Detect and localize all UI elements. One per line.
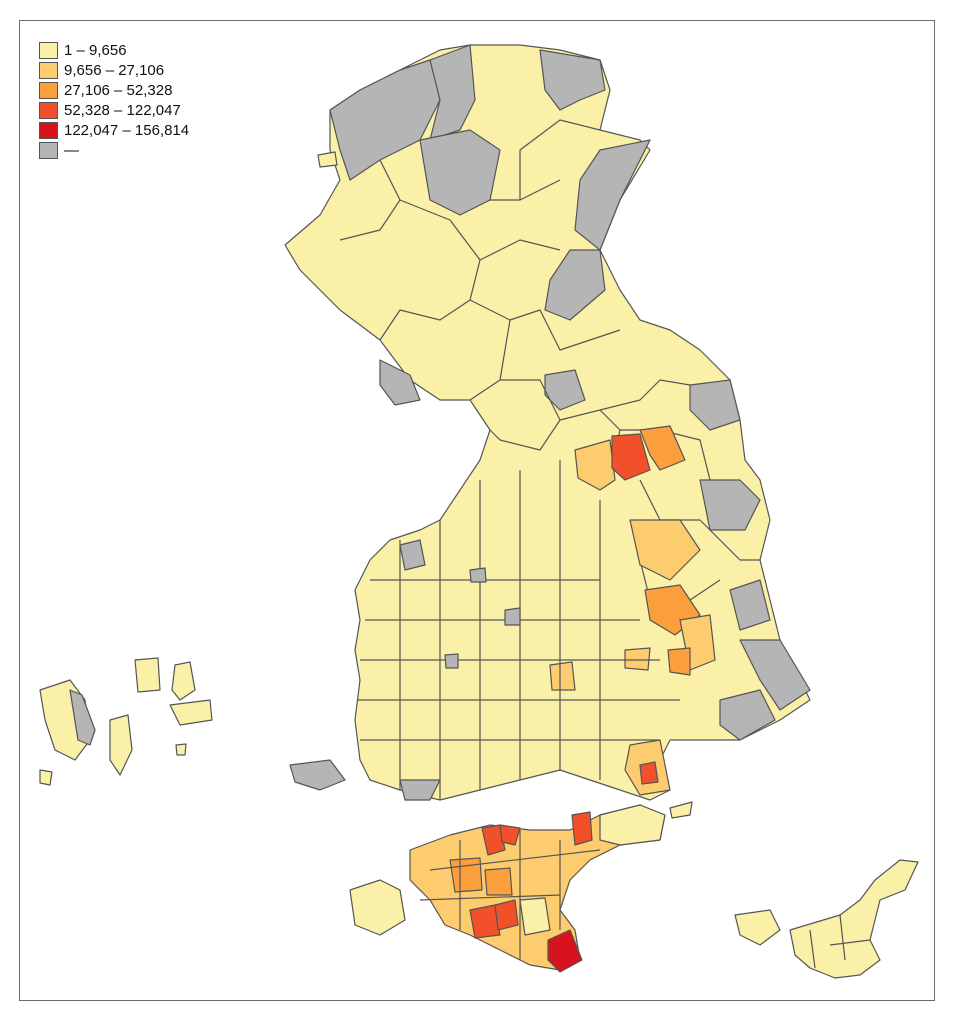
region-class-4: [481, 824, 506, 856]
region-class-3: [484, 867, 513, 896]
legend-item: 27,106 – 52,328: [39, 80, 189, 100]
region-class-1: [599, 804, 666, 846]
legend-label: 9,656 – 27,106: [64, 61, 165, 79]
region-nodata: [544, 249, 606, 321]
region-nodata: [444, 653, 459, 669]
island: [39, 769, 53, 786]
region-nodata: [429, 44, 476, 141]
island: [317, 151, 338, 168]
region-class-2: [549, 661, 576, 691]
region-class-5: [547, 929, 583, 973]
region-nodata: [289, 759, 346, 791]
legend-label: 52,328 – 122,047: [64, 101, 181, 119]
southern-landmass: [349, 804, 666, 973]
region-nodata: [399, 539, 426, 571]
legend-swatch: [39, 81, 58, 99]
region-class-4: [571, 811, 593, 846]
region-class-4: [469, 904, 501, 939]
region-nodata: [544, 369, 586, 411]
region-nodata: [399, 779, 441, 801]
legend-item: —: [39, 140, 189, 160]
region-class-3: [639, 425, 686, 471]
region-class-2: [574, 439, 616, 491]
island: [789, 859, 919, 979]
region-class-2: [624, 647, 651, 671]
region-nodata: [379, 359, 421, 406]
legend-swatch: [39, 41, 58, 59]
legend-swatch: [39, 121, 58, 139]
region-class-3: [667, 647, 691, 676]
legend-swatch: [39, 61, 58, 79]
region-nodata: [329, 59, 441, 181]
region-class-4: [494, 899, 519, 931]
main-landmass: [284, 44, 811, 801]
island: [134, 657, 161, 693]
western-islands: [39, 151, 338, 786]
legend-item: 52,328 – 122,047: [39, 100, 189, 120]
legend-swatch: [39, 141, 58, 159]
region-class-4: [639, 761, 659, 785]
island: [109, 714, 133, 776]
region-class-1: [349, 879, 406, 936]
region-nodata: [539, 49, 606, 111]
eastern-islands: [669, 801, 919, 979]
island: [175, 743, 187, 756]
region-nodata: [699, 479, 761, 531]
legend-item: 9,656 – 27,106: [39, 60, 189, 80]
region-nodata: [719, 689, 776, 741]
region-class-4: [611, 433, 651, 481]
region-nodata: [739, 639, 811, 711]
legend-swatch: [39, 101, 58, 119]
island: [169, 699, 213, 726]
legend-item: 1 – 9,656: [39, 40, 189, 60]
region-nodata: [689, 379, 741, 431]
region-nodata: [69, 689, 96, 746]
legend-label: 27,106 – 52,328: [64, 81, 173, 99]
legend-item: 122,047 – 156,814: [39, 120, 189, 140]
map-legend: 1 – 9,656 9,656 – 27,106 27,106 – 52,328…: [39, 40, 189, 160]
region-border: [809, 914, 871, 969]
region-class-3: [449, 857, 483, 893]
region-class-1: [519, 897, 551, 936]
region-nodata: [469, 567, 487, 583]
region-nodata: [729, 579, 771, 631]
region-class-4: [499, 824, 521, 846]
island: [669, 801, 693, 819]
legend-label: 1 – 9,656: [64, 41, 127, 59]
legend-label: 122,047 – 156,814: [64, 121, 190, 139]
region-nodata: [504, 607, 521, 626]
island: [734, 909, 781, 946]
legend-label: —: [64, 141, 79, 159]
island: [171, 661, 196, 701]
region-class-2: [629, 519, 701, 581]
region-border: [419, 830, 601, 960]
